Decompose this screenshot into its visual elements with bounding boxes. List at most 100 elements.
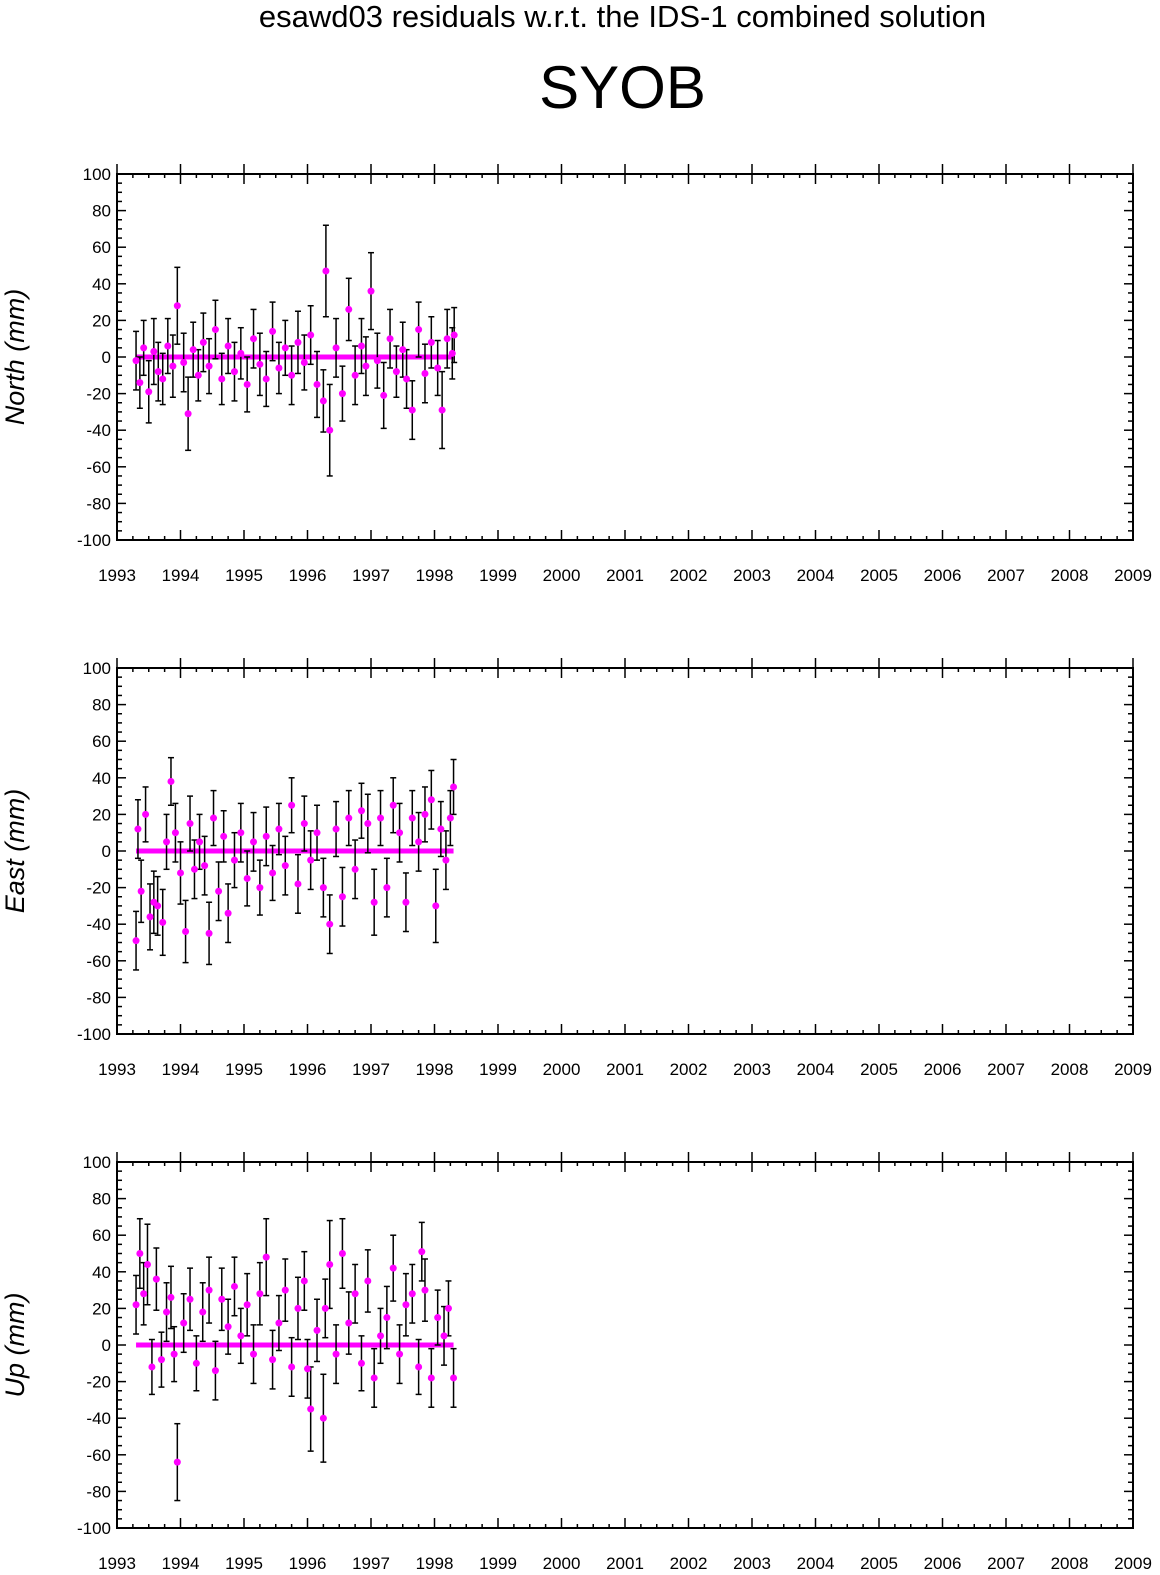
data-point [237, 349, 245, 357]
data-point [322, 267, 330, 275]
data-point [446, 814, 454, 822]
data-point [442, 856, 450, 864]
data-point [294, 338, 302, 346]
data-point [432, 902, 440, 910]
data-point [377, 1332, 385, 1340]
data-point [444, 1304, 452, 1312]
data-point [163, 838, 171, 846]
data-point [243, 1301, 251, 1309]
data-point [137, 887, 145, 895]
x-tick-label: 2001 [606, 1060, 644, 1079]
data-point [186, 1295, 194, 1303]
y-tick-label: -60 [86, 458, 111, 477]
x-tick-label: 1993 [98, 1554, 136, 1573]
data-point [326, 920, 334, 928]
y-tick-label: 40 [92, 1263, 111, 1282]
data-point [170, 1350, 178, 1358]
data-point [396, 829, 404, 837]
data-point [146, 913, 154, 921]
y-tick-label: -60 [86, 952, 111, 971]
data-point [307, 856, 315, 864]
data-point [275, 1319, 283, 1327]
data-point [377, 814, 385, 822]
data-point [190, 865, 198, 873]
data-point [319, 1414, 327, 1422]
x-tick-label: 2000 [543, 1060, 581, 1079]
y-tick-label: -100 [77, 1025, 111, 1044]
y-tick-label: 0 [102, 1336, 111, 1355]
y-tick-label: 80 [92, 202, 111, 221]
x-tick-label: 1997 [352, 1554, 390, 1573]
data-point [205, 929, 213, 937]
data-point [351, 1290, 359, 1298]
data-point [345, 305, 353, 313]
x-tick-label: 1996 [289, 566, 327, 585]
panel-east: 100 80 60 40 20 0 -20 -40 -60 -80 -100 1993 1994 1995… [0, 658, 1152, 1079]
data-point [434, 364, 442, 372]
data-point [256, 884, 264, 892]
data-point [169, 362, 177, 370]
data-point [389, 801, 397, 809]
data-point [136, 1250, 144, 1257]
data-point [262, 1253, 270, 1261]
data-point [152, 1275, 160, 1283]
data-point [307, 1405, 315, 1413]
data-point [288, 801, 296, 809]
data-point [180, 358, 188, 366]
x-tick-label: 2007 [987, 566, 1025, 585]
x-tick-label: 2009 [1114, 566, 1152, 585]
data-point [300, 1277, 308, 1285]
data-point [173, 1458, 181, 1466]
data-point [281, 862, 289, 870]
data-point [307, 331, 315, 339]
y-tick-label: 20 [92, 1299, 111, 1318]
data-point [357, 1359, 365, 1367]
data-point [357, 807, 365, 815]
data-point [136, 379, 144, 387]
data-point [440, 1332, 448, 1340]
data-point [205, 1286, 213, 1294]
y-tick-label: 100 [83, 659, 111, 678]
y-tick-label: 80 [92, 1190, 111, 1209]
data-point [364, 820, 372, 828]
data-point [167, 1293, 175, 1301]
data-point [262, 375, 270, 383]
data-point [142, 810, 150, 818]
data-point [256, 360, 264, 368]
x-tick-label: 1998 [416, 566, 454, 585]
data-point [408, 814, 416, 822]
data-point [338, 1250, 346, 1257]
data-point [304, 1365, 311, 1373]
x-tick-label: 1997 [352, 566, 390, 585]
data-point [332, 1350, 340, 1358]
x-tick-label: 2008 [1051, 566, 1089, 585]
data-point [186, 820, 194, 828]
data-point [418, 1248, 426, 1256]
data-point [427, 796, 435, 804]
x-tick-label: 2008 [1051, 1060, 1089, 1079]
data-point [450, 783, 458, 791]
data-point [211, 326, 219, 334]
y-axis-label: Up (mm) [0, 1293, 30, 1398]
y-tick-label: 40 [92, 769, 111, 788]
x-tick-label: 2006 [924, 566, 962, 585]
data-point [148, 1363, 156, 1371]
data-point [415, 326, 423, 334]
data-point [256, 1290, 264, 1298]
data-point [262, 832, 270, 840]
data-point [370, 898, 378, 906]
data-point [220, 832, 228, 840]
data-point [199, 1308, 207, 1316]
data-point [132, 937, 140, 945]
data-point [194, 371, 202, 379]
data-point [450, 331, 458, 339]
x-tick-label: 2008 [1051, 1554, 1089, 1573]
x-tick-label: 2003 [733, 1554, 771, 1573]
data-point [164, 342, 172, 350]
data-point [143, 1260, 151, 1268]
x-tick-label: 1999 [479, 566, 517, 585]
data-point [373, 357, 381, 365]
data-point [386, 335, 394, 343]
data-point [408, 406, 416, 414]
x-tick-label: 1996 [289, 1060, 327, 1079]
